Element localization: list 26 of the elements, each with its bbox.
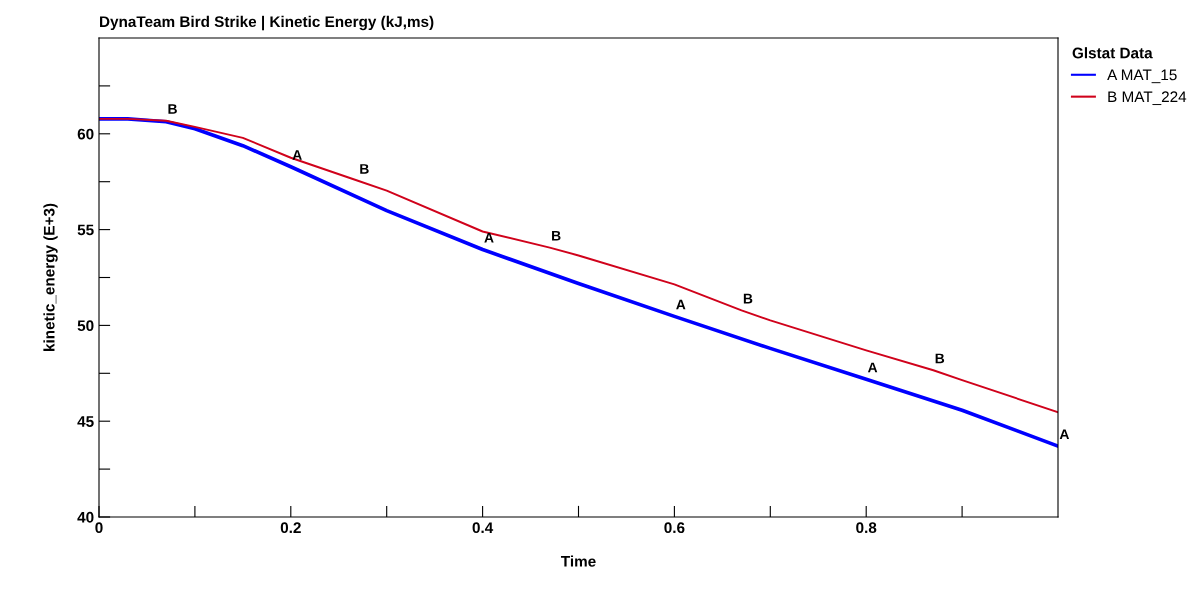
x-tick-label: 0 — [95, 522, 103, 534]
chart-title: DynaTeam Bird Strike | Kinetic Energy (kJ,ms) — [100, 15, 434, 31]
x-tick-label: 0.6 — [664, 522, 685, 534]
y-axis-title: kinetic_energy (E+3) — [43, 203, 58, 351]
annotation: A — [867, 362, 878, 373]
y-tick-label: 55 — [77, 224, 94, 236]
annotation: A — [1059, 429, 1070, 440]
y-tick-label: 40 — [77, 511, 94, 523]
annotation: A — [292, 150, 302, 160]
legend-label: A MAT_15 — [1107, 69, 1177, 84]
x-tick-label: 0.4 — [472, 522, 494, 534]
annotation: A — [676, 299, 686, 310]
x-axis-title: Time — [560, 555, 596, 567]
x-tick-label: 0.2 — [280, 522, 301, 534]
annotation: B — [552, 231, 561, 241]
x-tick-label: 0.8 — [856, 522, 877, 534]
annotation: B — [360, 164, 369, 174]
annotation: B — [743, 293, 753, 304]
annotation: A — [484, 232, 494, 243]
annotation: B — [935, 353, 945, 364]
y-tick-label: 45 — [77, 416, 94, 427]
legend-title: Glstat Data — [1072, 47, 1153, 59]
annotation: B — [168, 104, 177, 114]
y-tick-label: 60 — [77, 128, 94, 140]
y-tick-label: 50 — [77, 320, 94, 332]
legend-label: B MAT_224 — [1108, 91, 1187, 106]
